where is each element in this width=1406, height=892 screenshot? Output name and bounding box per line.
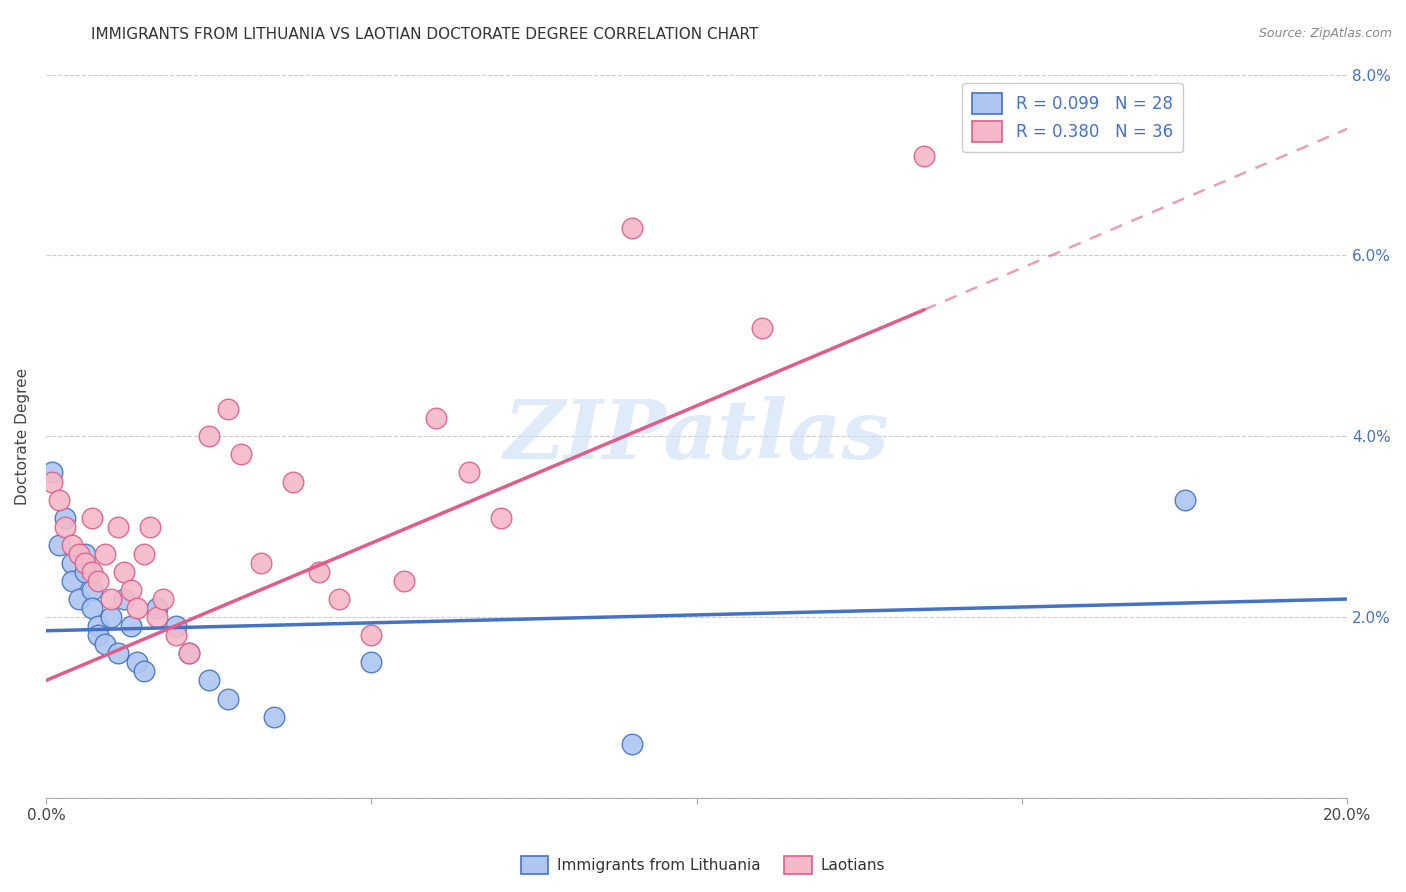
Point <box>912 149 935 163</box>
Point <box>491 510 513 524</box>
Point <box>120 582 142 597</box>
Point <box>112 565 135 579</box>
Point <box>60 538 83 552</box>
Point <box>60 556 83 570</box>
Point <box>620 737 643 751</box>
Point <box>120 619 142 633</box>
Point <box>217 691 239 706</box>
Point <box>152 592 174 607</box>
Point <box>93 637 115 651</box>
Point <box>48 492 70 507</box>
Point <box>67 592 90 607</box>
Point <box>107 646 129 660</box>
Legend: Immigrants from Lithuania, Laotians: Immigrants from Lithuania, Laotians <box>515 850 891 880</box>
Point <box>132 547 155 561</box>
Point <box>249 556 271 570</box>
Point <box>100 592 122 607</box>
Point <box>1174 492 1197 507</box>
Text: Source: ZipAtlas.com: Source: ZipAtlas.com <box>1258 27 1392 40</box>
Point <box>87 628 110 642</box>
Point <box>93 547 115 561</box>
Point <box>55 510 77 524</box>
Point <box>125 656 148 670</box>
Point <box>197 429 219 443</box>
Point <box>112 592 135 607</box>
Point <box>87 619 110 633</box>
Point <box>80 582 103 597</box>
Point <box>132 665 155 679</box>
Point <box>48 538 70 552</box>
Point <box>67 547 90 561</box>
Point <box>751 320 773 334</box>
Point <box>360 628 382 642</box>
Point <box>41 475 63 489</box>
Point <box>73 547 96 561</box>
Point <box>179 646 201 660</box>
Point <box>60 574 83 588</box>
Point <box>165 628 187 642</box>
Point <box>139 520 162 534</box>
Y-axis label: Doctorate Degree: Doctorate Degree <box>15 368 30 505</box>
Point <box>328 592 350 607</box>
Point <box>179 646 201 660</box>
Point <box>107 520 129 534</box>
Point <box>217 402 239 417</box>
Point <box>308 565 330 579</box>
Point <box>231 447 253 461</box>
Point <box>165 619 187 633</box>
Point <box>87 574 110 588</box>
Point <box>100 610 122 624</box>
Point <box>425 411 447 425</box>
Point <box>73 565 96 579</box>
Point <box>620 221 643 235</box>
Point <box>80 601 103 615</box>
Point <box>55 520 77 534</box>
Point <box>360 656 382 670</box>
Point <box>283 475 305 489</box>
Legend: R = 0.099   N = 28, R = 0.380   N = 36: R = 0.099 N = 28, R = 0.380 N = 36 <box>962 83 1182 153</box>
Point <box>263 709 285 723</box>
Point <box>457 466 479 480</box>
Point <box>125 601 148 615</box>
Point <box>197 673 219 688</box>
Point <box>73 556 96 570</box>
Text: ZIPatlas: ZIPatlas <box>503 396 890 476</box>
Point <box>392 574 415 588</box>
Text: IMMIGRANTS FROM LITHUANIA VS LAOTIAN DOCTORATE DEGREE CORRELATION CHART: IMMIGRANTS FROM LITHUANIA VS LAOTIAN DOC… <box>91 27 759 42</box>
Point <box>41 466 63 480</box>
Point <box>145 601 167 615</box>
Point <box>145 610 167 624</box>
Point <box>80 565 103 579</box>
Point <box>80 510 103 524</box>
